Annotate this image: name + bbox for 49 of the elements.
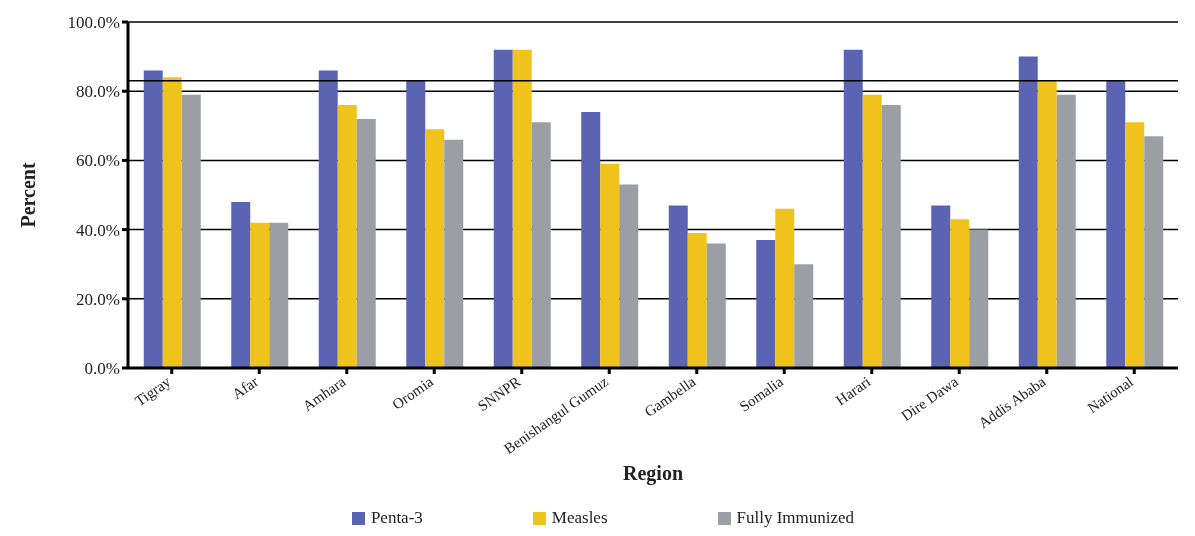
bar xyxy=(181,94,201,368)
y-tick-label: 0.0% xyxy=(84,359,120,379)
bar xyxy=(1056,94,1076,368)
bar xyxy=(862,94,882,368)
bar xyxy=(843,49,863,368)
bar xyxy=(425,129,445,368)
y-tick-label: 60.0% xyxy=(76,151,120,171)
bar xyxy=(969,229,989,368)
bar xyxy=(1018,56,1038,368)
bar xyxy=(581,111,601,368)
legend-label: Penta-3 xyxy=(370,508,423,528)
bar xyxy=(1037,80,1057,368)
bar xyxy=(950,219,970,368)
x-tick-label: Dire Dawa xyxy=(898,373,962,424)
bar xyxy=(1144,136,1164,368)
bar xyxy=(756,239,776,368)
bar xyxy=(881,105,901,368)
bar xyxy=(231,201,251,368)
bar xyxy=(794,264,814,368)
bar xyxy=(619,184,639,368)
bar xyxy=(1106,80,1126,368)
bar xyxy=(600,163,620,368)
bar xyxy=(406,80,426,368)
legend-label: Fully Immunized xyxy=(736,508,855,528)
bar xyxy=(1125,122,1145,368)
bar xyxy=(444,139,464,368)
y-tick-label: 40.0% xyxy=(76,220,120,240)
bar xyxy=(337,105,357,368)
bar xyxy=(250,222,270,368)
y-axis-title: Percent xyxy=(17,162,40,228)
bar xyxy=(143,70,163,368)
x-tick-label: Afar xyxy=(229,373,261,403)
bar xyxy=(531,122,551,368)
bar xyxy=(668,205,688,368)
bar xyxy=(687,233,707,368)
y-tick-label: 20.0% xyxy=(76,289,120,309)
legend-label: Measles xyxy=(551,508,608,528)
bar xyxy=(775,208,795,368)
bar xyxy=(512,49,532,368)
bar xyxy=(493,49,513,368)
y-tick-label: 100.0% xyxy=(67,13,120,33)
y-tick-label: 80.0% xyxy=(76,82,120,102)
bar xyxy=(931,205,951,368)
bar xyxy=(162,77,182,368)
bar xyxy=(269,222,289,368)
bar xyxy=(318,70,338,368)
x-axis-title: Region xyxy=(623,462,683,485)
bar xyxy=(706,243,726,368)
bar xyxy=(356,118,376,368)
